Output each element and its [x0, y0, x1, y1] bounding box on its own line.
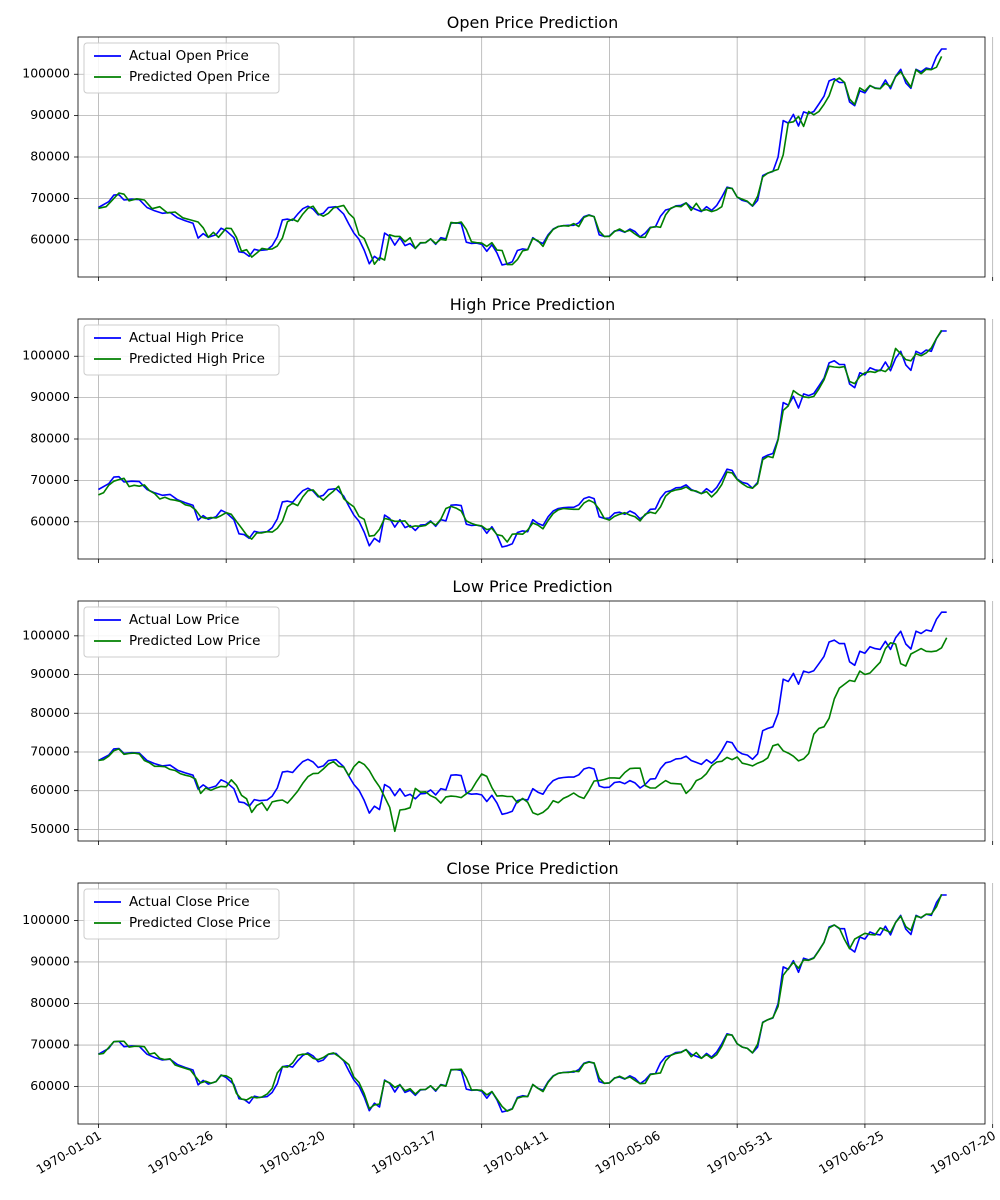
legend-box: [83, 42, 280, 94]
x-tick-label: 1970-01-01: [34, 1128, 104, 1177]
subplot-title: Close Price Prediction: [446, 859, 618, 878]
predicted-series-line: [98, 637, 948, 833]
legend-box: [83, 888, 280, 940]
y-tick-label: 90000: [30, 389, 70, 404]
legend-label: Predicted Low Price: [129, 633, 260, 649]
legend: Actual Close Price Predicted Close Price: [83, 888, 280, 940]
predicted-series-line: [98, 893, 943, 1112]
legend-label: Actual Low Price: [129, 612, 239, 628]
y-tick-label: 60000: [30, 231, 70, 246]
x-tick-label: 1970-06-25: [816, 1128, 886, 1177]
legend-label: Actual Open Price: [129, 48, 249, 64]
y-tick-label: 80000: [30, 431, 70, 446]
subplot-title: High Price Prediction: [450, 295, 615, 314]
subplot-3: 50000 60000 70000 80000 90000 100000 Low Price…: [22, 577, 994, 845]
y-tick-label: 80000: [30, 149, 70, 164]
legend-box: [83, 606, 280, 658]
y-tick-label: 60000: [30, 1078, 70, 1093]
y-tick-label: 90000: [30, 107, 70, 122]
predicted-series-line: [98, 329, 943, 543]
actual-series-line: [98, 48, 947, 266]
subplot-4: 60000 70000 80000 90000 100000 Close Price Pr…: [22, 859, 994, 1128]
y-tick-label: 70000: [30, 743, 70, 758]
legend: Actual High Price Predicted High Price: [83, 324, 280, 376]
y-tick-label: 90000: [30, 953, 70, 968]
x-tick-label: 1970-01-26: [145, 1128, 215, 1177]
y-tick-label: 70000: [30, 472, 70, 487]
plot-frame: [77, 318, 986, 560]
x-tick-label: 1970-07-20: [928, 1128, 998, 1177]
plot-frame: [77, 36, 986, 278]
plot-frame: [77, 600, 986, 842]
x-tick-label: 1970-04-11: [481, 1128, 551, 1177]
legend-label: Actual High Price: [129, 330, 244, 346]
subplot-title: Open Price Prediction: [447, 13, 618, 32]
legend-label: Actual Close Price: [129, 894, 250, 910]
y-tick-label: 90000: [30, 666, 70, 681]
legend-label: Predicted Close Price: [129, 915, 271, 931]
x-tick-label: 1970-05-31: [704, 1128, 774, 1177]
y-tick-label: 100000: [22, 627, 70, 642]
legend-box: [83, 324, 280, 376]
y-tick-label: 80000: [30, 705, 70, 720]
x-tick-label: 1970-05-06: [592, 1128, 662, 1177]
y-tick-label: 100000: [22, 348, 70, 363]
y-tick-label: 70000: [30, 1037, 70, 1052]
y-tick-label: 100000: [22, 912, 70, 927]
subplot-2: 60000 70000 80000 90000 100000 High Price Pre…: [22, 295, 994, 563]
subplot-1: 60000 70000 80000 90000 100000 Open Price Pre…: [22, 13, 994, 281]
actual-series-line: [98, 611, 947, 816]
y-tick-label: 70000: [30, 190, 70, 205]
y-tick-label: 60000: [30, 513, 70, 528]
legend-label: Predicted Open Price: [129, 69, 270, 85]
plot-frame: [77, 882, 986, 1125]
x-tick-label: 1970-02-20: [257, 1128, 327, 1177]
y-tick-label: 50000: [30, 821, 70, 836]
actual-series-line: [98, 330, 947, 548]
y-tick-label: 60000: [30, 782, 70, 797]
legend: Actual Low Price Predicted Low Price: [83, 606, 280, 658]
x-tick-label: 1970-03-17: [369, 1128, 439, 1177]
predicted-series-line: [98, 56, 943, 266]
legend-label: Predicted High Price: [129, 351, 265, 367]
y-tick-label: 80000: [30, 995, 70, 1010]
legend: Actual Open Price Predicted Open Price: [83, 42, 280, 94]
subplot-title: Low Price Prediction: [452, 577, 612, 596]
y-tick-label: 100000: [22, 66, 70, 81]
